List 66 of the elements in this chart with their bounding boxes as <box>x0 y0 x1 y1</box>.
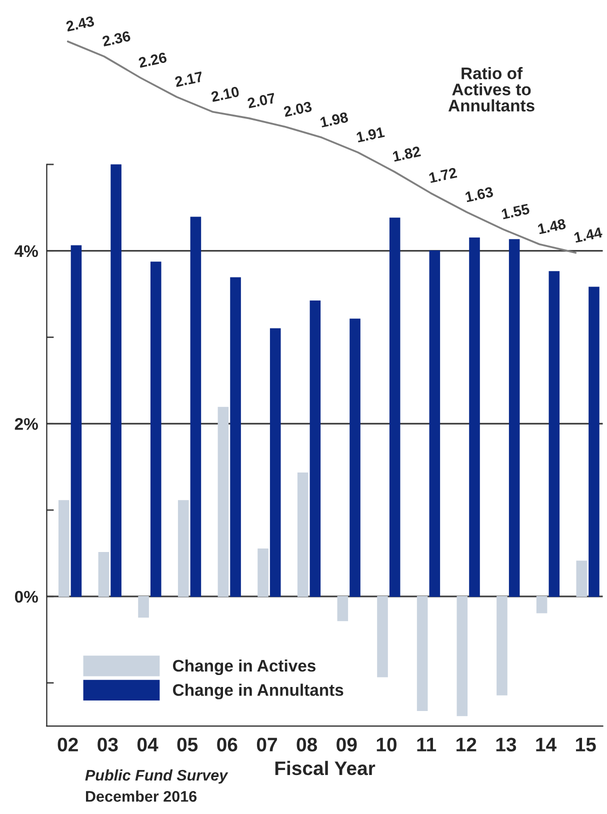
data-label: 1.91 <box>356 126 385 143</box>
bar <box>297 472 308 597</box>
x-tick-label: 12 <box>456 738 476 752</box>
bar <box>456 596 468 716</box>
bar <box>416 596 428 711</box>
bar <box>150 262 162 597</box>
bar <box>138 596 149 618</box>
bar <box>429 250 440 597</box>
data-label: 1.44 <box>574 227 603 243</box>
bar <box>508 239 520 597</box>
x-tick-label: 14 <box>536 738 557 752</box>
text: Public Fund Survey <box>85 769 228 784</box>
data-label: 1.55 <box>501 204 530 220</box>
legend-label: Change in Actives <box>173 659 316 676</box>
x-tick-label: 02 <box>58 738 78 752</box>
bar <box>496 596 508 696</box>
bar <box>58 500 70 597</box>
data-label: 2.17 <box>174 71 204 87</box>
x-tick-label: 03 <box>98 738 118 752</box>
x-tick-label: 10 <box>376 738 396 752</box>
bar <box>178 500 189 597</box>
x-tick-label: 09 <box>336 738 357 752</box>
bar <box>270 328 281 597</box>
data-label: 1.63 <box>465 186 494 202</box>
data-label: 1.82 <box>392 146 421 162</box>
x-tick-label: 05 <box>177 738 198 752</box>
bar <box>588 286 600 597</box>
bar <box>337 596 348 622</box>
y-tick-label: 2% <box>14 418 38 430</box>
text: Ratio of Actives to Annultants <box>448 67 534 112</box>
bar <box>310 300 321 597</box>
x-tick-label: 04 <box>137 738 158 752</box>
x-tick-label: 08 <box>296 738 318 752</box>
y-tick-label: 0% <box>14 590 38 603</box>
bar <box>218 406 229 597</box>
bar <box>389 218 400 597</box>
bar <box>536 596 548 614</box>
bar <box>548 271 560 597</box>
x-tick-label: 13 <box>496 738 516 752</box>
x-axis-title: Fiscal Year <box>275 760 376 776</box>
data-label: 1.48 <box>538 218 566 234</box>
bar <box>258 548 268 597</box>
data-label: 2.07 <box>247 92 276 108</box>
bar <box>377 596 388 678</box>
data-label: 2.36 <box>102 30 131 47</box>
data-label: 2.26 <box>138 52 168 68</box>
bar <box>110 164 122 597</box>
legend-label: Change in Annultants <box>173 684 344 700</box>
data-label: 2.43 <box>66 16 95 32</box>
x-tick-label: 11 <box>417 738 436 752</box>
bar <box>576 560 588 597</box>
bar <box>98 552 110 597</box>
text: December 2016 <box>86 790 197 802</box>
bar <box>469 237 480 597</box>
bar <box>350 318 360 597</box>
bar <box>190 216 202 597</box>
data-label: 2.10 <box>210 86 240 102</box>
bar <box>70 245 82 597</box>
y-tick-label: 4% <box>14 245 38 258</box>
data-label: 1.72 <box>428 167 458 183</box>
data-label: 1.98 <box>320 112 349 128</box>
bar <box>230 277 241 597</box>
x-tick-label: 15 <box>576 738 596 752</box>
x-tick-label: 07 <box>256 738 277 752</box>
x-tick-label: 06 <box>217 738 238 752</box>
data-label: 2.03 <box>283 101 312 118</box>
